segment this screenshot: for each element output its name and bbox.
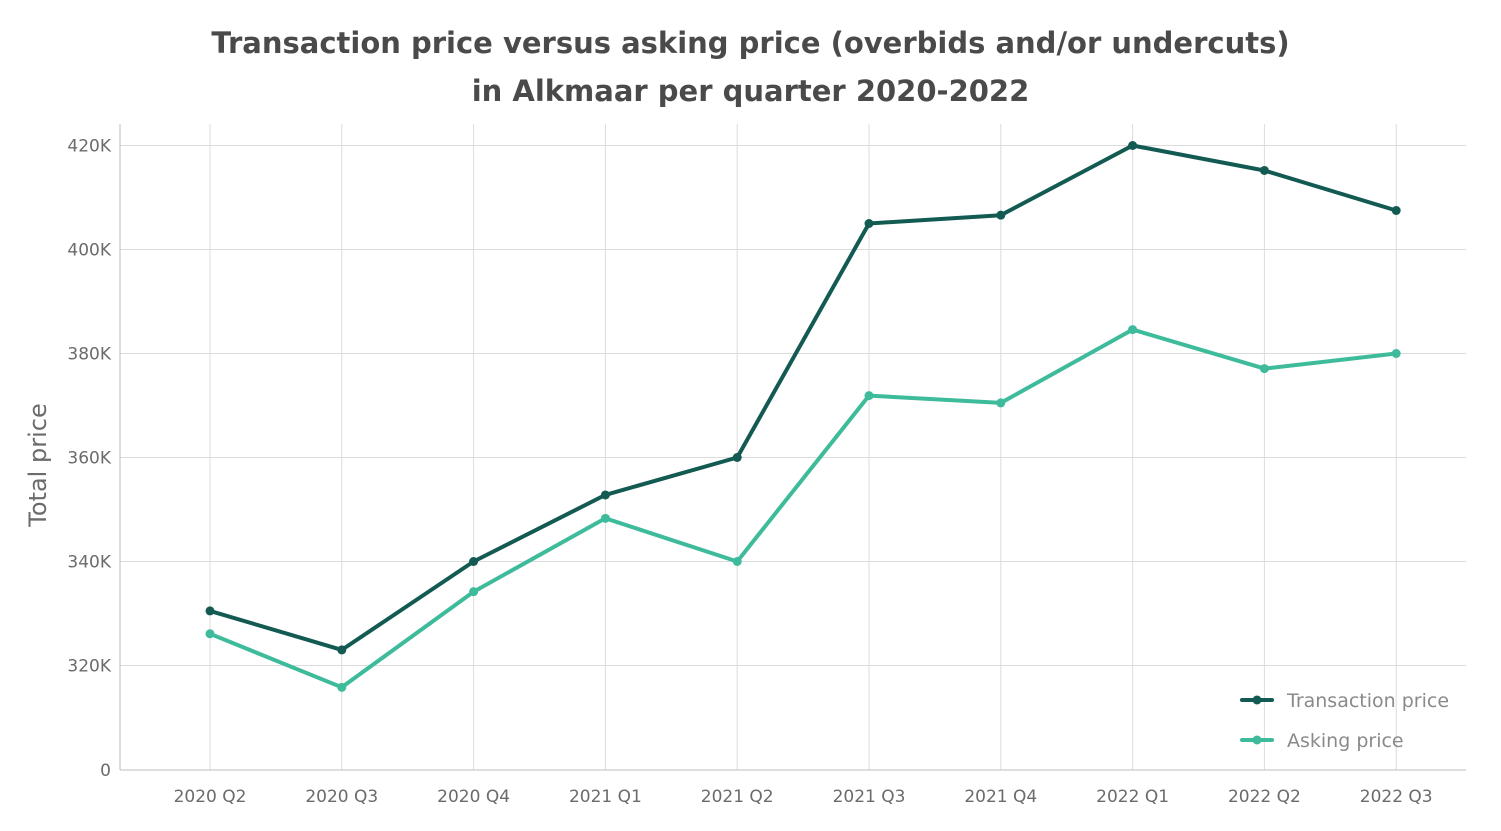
data-point-asking [205, 629, 215, 639]
y-tick-label: 420K [67, 137, 111, 157]
x-tick-label: 2022 Q1 [1096, 787, 1169, 807]
data-point-transaction [1391, 206, 1401, 215]
gridlines [120, 124, 1466, 770]
data-point-transaction [996, 210, 1006, 220]
data-point-transaction [337, 645, 347, 655]
y-tick-label: 400K [67, 241, 111, 261]
axes: 0 320K 340K 360K 380K 400K 420K 2020 Q2 2020 Q3 2… [67, 124, 1466, 807]
y-axis-title: Total price [24, 403, 52, 527]
x-tick-label: 2020 Q2 [174, 787, 247, 807]
data-point-transaction [732, 453, 742, 462]
legend-item-asking[interactable]: Asking price [1240, 730, 1404, 752]
data-point-asking [1259, 364, 1269, 374]
data-point-asking [1128, 325, 1138, 335]
legend[interactable]: Transaction price Asking price [1240, 690, 1449, 752]
data-point-asking [732, 557, 742, 566]
data-point-asking [600, 513, 610, 523]
y-tick-label: 320K [67, 657, 111, 677]
x-tick-label: 2021 Q1 [569, 787, 642, 807]
chart-title-line-1: Transaction price versus asking price (o… [211, 26, 1290, 60]
legend-item-transaction[interactable]: Transaction price [1240, 690, 1449, 712]
x-tick-label: 2021 Q4 [964, 787, 1037, 807]
legend-marker-transaction [1252, 695, 1262, 705]
x-tick-label: 2021 Q3 [833, 787, 906, 807]
data-point-transaction [469, 557, 479, 566]
legend-label-transaction: Transaction price [1286, 690, 1449, 712]
series-lines [205, 141, 1401, 692]
x-tick-label: 2022 Q3 [1360, 787, 1433, 807]
x-tick-label: 2020 Q4 [437, 787, 510, 807]
data-point-transaction [1128, 141, 1138, 150]
data-point-asking [1391, 349, 1401, 358]
y-tick-label: 0 [100, 761, 111, 781]
x-tick-label: 2022 Q2 [1228, 787, 1301, 807]
data-point-asking [996, 398, 1006, 408]
data-point-transaction [600, 490, 610, 500]
chart-title-line-2: in Alkmaar per quarter 2020-2022 [471, 74, 1030, 108]
x-tick-label: 2021 Q2 [701, 787, 774, 807]
series-line-asking [208, 327, 1399, 690]
y-tick-label: 380K [67, 345, 111, 365]
data-point-transaction [205, 606, 215, 616]
y-tick-label: 340K [67, 553, 111, 573]
data-point-asking [337, 682, 347, 692]
data-point-transaction [1259, 165, 1269, 175]
data-point-asking [864, 391, 874, 401]
y-tick-label: 360K [67, 449, 111, 469]
data-point-transaction [864, 219, 874, 228]
legend-label-asking: Asking price [1287, 730, 1404, 752]
series-line-transaction [208, 143, 1399, 652]
data-point-asking [469, 587, 479, 597]
x-tick-label: 2020 Q3 [305, 787, 378, 807]
legend-marker-asking [1252, 735, 1262, 745]
